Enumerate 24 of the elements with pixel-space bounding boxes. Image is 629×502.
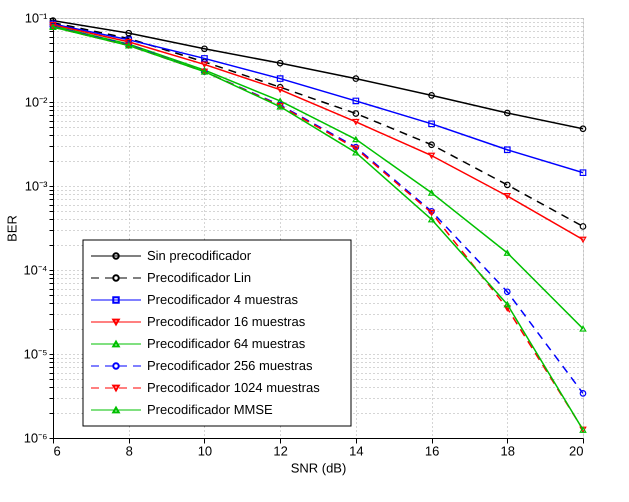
legend-label: Sin precodificador	[147, 248, 252, 263]
x-tick-label: 8	[126, 444, 133, 458]
y-tick-label: 10⁻³	[24, 178, 48, 194]
y-tick-label: 10⁻⁴	[23, 262, 48, 278]
x-tick-label: 14	[349, 444, 364, 458]
legend-label: Precodificador 16 muestras	[147, 314, 306, 329]
x-axis-title: SNR (dB)	[290, 460, 346, 476]
x-tick-label: 18	[500, 444, 516, 458]
legend-label: Precodificador 64 muestras	[147, 336, 306, 351]
x-tick-label: 10	[198, 444, 212, 458]
x-tick-label: 16	[424, 444, 440, 458]
y-tick-label: 10⁻⁵	[24, 346, 48, 362]
legend-label: Precodificador 4 muestras	[147, 292, 299, 307]
legend-label: Precodificador 1024 muestras	[147, 380, 320, 395]
y-tick-label: 10⁻⁶	[24, 430, 48, 446]
x-tick-label: 12	[273, 444, 288, 458]
legend-label: Precodificador 256 muestras	[147, 358, 313, 373]
x-tick-label: 20	[569, 444, 584, 458]
x-tick-label: 6	[54, 444, 61, 458]
legend-label: Precodificador Lin	[147, 270, 252, 285]
y-tick-label: 10⁻¹	[24, 10, 48, 26]
y-axis-title: BER	[4, 215, 20, 242]
legend-label: Precodificador MMSE	[147, 402, 274, 417]
y-tick-label: 10⁻²	[24, 94, 48, 110]
